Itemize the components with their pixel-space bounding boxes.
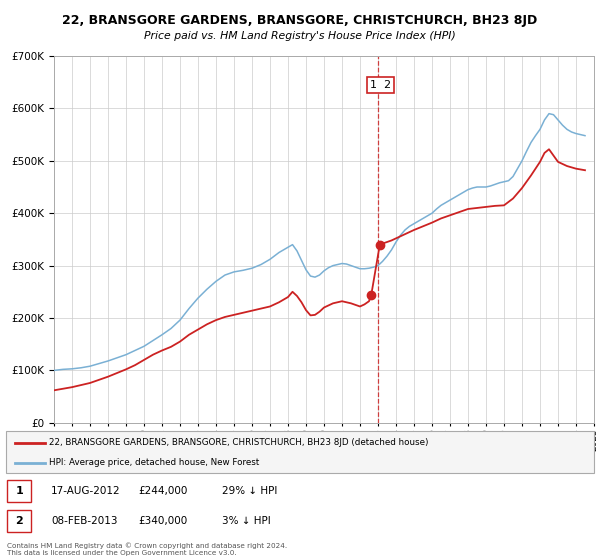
Text: 2: 2 xyxy=(16,516,23,526)
Text: Price paid vs. HM Land Registry's House Price Index (HPI): Price paid vs. HM Land Registry's House … xyxy=(144,31,456,41)
Text: 22, BRANSGORE GARDENS, BRANSGORE, CHRISTCHURCH, BH23 8JD (detached house): 22, BRANSGORE GARDENS, BRANSGORE, CHRIST… xyxy=(49,438,428,447)
Text: 22, BRANSGORE GARDENS, BRANSGORE, CHRISTCHURCH, BH23 8JD: 22, BRANSGORE GARDENS, BRANSGORE, CHRIST… xyxy=(62,14,538,27)
Text: Contains HM Land Registry data © Crown copyright and database right 2024.
This d: Contains HM Land Registry data © Crown c… xyxy=(7,542,287,556)
Text: 17-AUG-2012: 17-AUG-2012 xyxy=(51,486,121,496)
Text: 3% ↓ HPI: 3% ↓ HPI xyxy=(222,516,271,526)
Text: £340,000: £340,000 xyxy=(138,516,187,526)
Text: 1  2: 1 2 xyxy=(370,80,391,90)
Text: £244,000: £244,000 xyxy=(138,486,187,496)
Text: 08-FEB-2013: 08-FEB-2013 xyxy=(51,516,118,526)
Text: HPI: Average price, detached house, New Forest: HPI: Average price, detached house, New … xyxy=(49,458,259,467)
Text: 1: 1 xyxy=(16,486,23,496)
Text: 29% ↓ HPI: 29% ↓ HPI xyxy=(222,486,277,496)
